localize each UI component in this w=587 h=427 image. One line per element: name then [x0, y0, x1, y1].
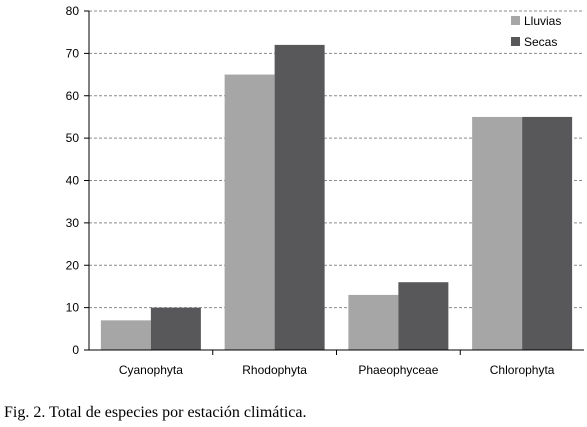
y-tick-label: 50 [66, 131, 80, 145]
x-tick-label: Chlorophyta [490, 363, 555, 377]
bar-secas-cyanophyta [150, 307, 201, 350]
legend: Lluvias Secas [511, 14, 561, 49]
x-tick-label: Rhodophyta [242, 363, 307, 377]
legend-swatch-lluvias [511, 16, 520, 25]
x-tick-label: Phaeophyceae [358, 363, 438, 377]
y-tick-labels: 0 10 20 30 40 50 60 70 80 [66, 4, 80, 357]
y-tick-label: 80 [66, 4, 80, 18]
y-tick-label: 70 [66, 46, 80, 60]
legend-label-secas: Secas [524, 35, 557, 49]
bar-lluvias-cyanophyta [100, 320, 151, 350]
x-tick-label: Cyanophyta [119, 363, 183, 377]
y-tick-label: 20 [66, 258, 80, 272]
bar-secas-phaeophyceae [398, 282, 449, 350]
bar-chart: 0 10 20 30 40 50 60 70 80 Cyanophyta Rhodophyta Ph… [66, 4, 584, 377]
axes [88, 11, 584, 351]
y-tick-label: 60 [66, 89, 80, 103]
y-tick-label: 30 [66, 216, 80, 230]
bar-lluvias-chlorophyta [472, 116, 523, 350]
legend-swatch-secas [511, 37, 520, 46]
y-tick-label: 0 [72, 343, 79, 357]
bar-secas-chlorophyta [522, 116, 573, 350]
bar-secas-rhodophyta [274, 44, 325, 351]
bar-lluvias-rhodophyta [224, 74, 275, 350]
figure-caption: Fig. 2. Total de especies por estación c… [4, 404, 307, 421]
x-tick-labels: Cyanophyta Rhodophyta Phaeophyceae Chloroph… [119, 363, 555, 377]
legend-label-lluvias: Lluvias [524, 14, 561, 28]
y-tick-label: 40 [66, 174, 80, 188]
bars [100, 44, 573, 351]
bar-lluvias-phaeophyceae [348, 294, 399, 350]
y-tick-label: 10 [66, 301, 80, 315]
